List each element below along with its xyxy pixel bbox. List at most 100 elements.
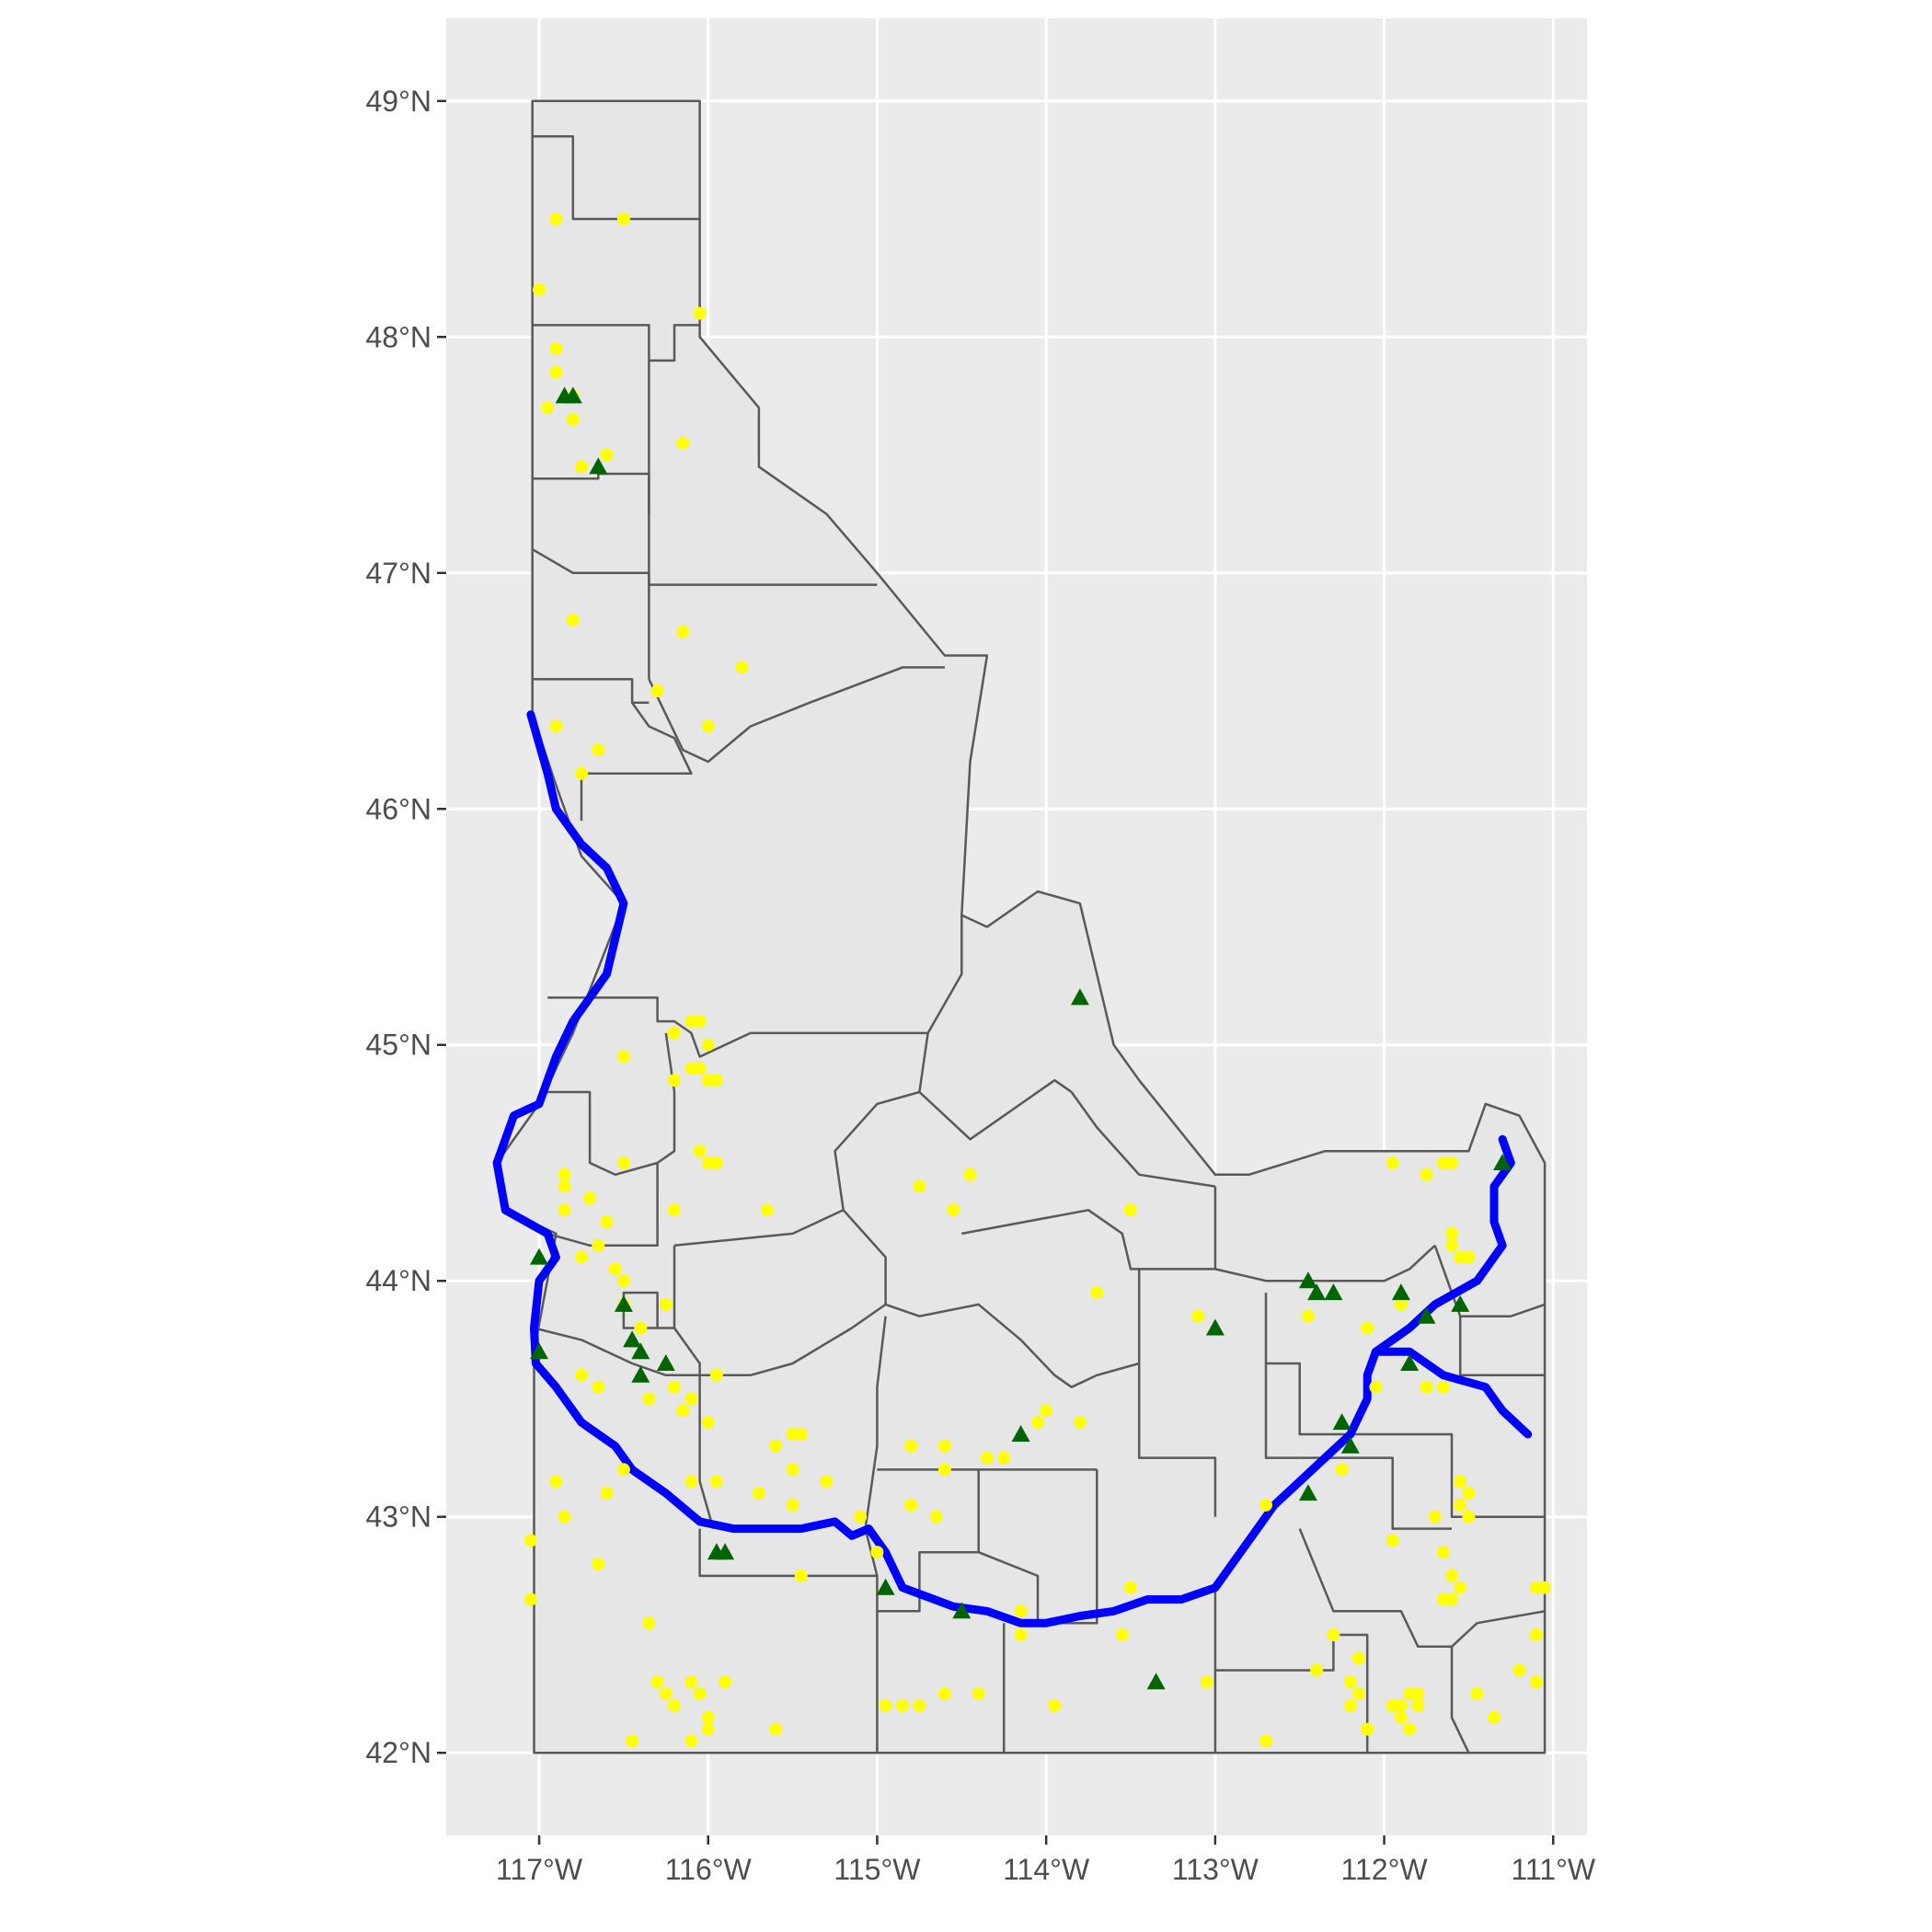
site-point <box>523 1593 537 1606</box>
site-point <box>1048 1698 1062 1712</box>
x-tick-label: 115°W <box>834 1853 921 1886</box>
site-triangle <box>1307 1283 1327 1301</box>
county-border <box>532 134 700 221</box>
site-point <box>1411 1687 1425 1701</box>
site-triangle <box>1391 1283 1410 1301</box>
site-point <box>668 1026 681 1040</box>
county-border <box>580 702 693 822</box>
site-point <box>616 1156 630 1169</box>
river-snake <box>492 710 1515 1627</box>
county-border <box>1458 1316 1546 1377</box>
y-tick-label: 47°N <box>366 557 432 590</box>
site-point <box>684 1675 698 1689</box>
site-point <box>904 1498 918 1512</box>
site-point <box>1445 1156 1458 1169</box>
site-point <box>1124 1203 1137 1217</box>
site-point <box>523 1534 537 1547</box>
site-point <box>769 1439 783 1453</box>
site-point <box>701 1722 715 1736</box>
site-point <box>1529 1581 1543 1594</box>
site-point <box>937 1687 951 1701</box>
site-point <box>600 1215 614 1229</box>
site-point <box>616 1463 630 1477</box>
site-point <box>1454 1475 1467 1489</box>
site-point <box>709 1074 723 1087</box>
site-point <box>668 1074 681 1087</box>
site-point <box>1445 1226 1458 1240</box>
site-point <box>616 1050 630 1064</box>
site-triangle <box>530 1248 548 1265</box>
site-point <box>701 719 715 733</box>
county-border <box>656 1032 676 1165</box>
site-point <box>566 614 580 627</box>
site-point <box>947 1203 960 1217</box>
site-triangle <box>1298 1484 1317 1501</box>
county-border <box>1298 1528 1470 1754</box>
site-point <box>761 1203 774 1217</box>
site-point <box>896 1698 909 1712</box>
site-point <box>1200 1675 1213 1689</box>
site-point <box>870 1546 884 1559</box>
site-triangle <box>716 1543 735 1560</box>
county-border <box>864 1316 887 1754</box>
site-triangle <box>614 1294 633 1312</box>
site-point <box>592 1238 605 1252</box>
y-tick-label: 45°N <box>366 1029 432 1062</box>
site-point <box>1386 1156 1399 1169</box>
county-border <box>532 548 878 586</box>
site-point <box>549 213 563 225</box>
site-point <box>575 1368 588 1382</box>
site-point <box>1343 1698 1357 1712</box>
site-point <box>1462 1487 1476 1501</box>
site-triangle <box>1493 1154 1512 1170</box>
site-point <box>701 1038 715 1052</box>
site-point <box>794 1428 808 1441</box>
y-tick-label: 44°N <box>366 1264 432 1297</box>
site-triangle <box>589 457 608 475</box>
site-point <box>592 1558 605 1570</box>
county-border <box>673 1327 715 1529</box>
site-point <box>1191 1309 1205 1323</box>
site-point <box>701 1710 715 1724</box>
site-point <box>1436 1546 1450 1559</box>
site-point <box>854 1510 868 1524</box>
site-point <box>575 1250 588 1264</box>
site-point <box>676 436 690 450</box>
x-axis: 117°W 116°W 115°W 114°W 113°W 112°W 111°W <box>496 1835 1596 1886</box>
county-border <box>534 1327 700 1377</box>
site-point <box>1428 1510 1442 1524</box>
y-tick-label: 42°N <box>366 1736 432 1769</box>
site-triangle <box>1011 1425 1030 1442</box>
site-point <box>1436 1593 1450 1606</box>
site-point <box>752 1487 765 1501</box>
site-triangle <box>631 1342 650 1360</box>
site-point <box>668 1380 681 1394</box>
site-point <box>1462 1250 1476 1264</box>
site-triangle <box>1324 1283 1343 1301</box>
site-point <box>879 1698 892 1712</box>
site-point <box>1014 1628 1028 1641</box>
x-tick-label: 112°W <box>1341 1853 1429 1886</box>
county-border <box>1214 1244 1436 1282</box>
site-point <box>904 1439 918 1453</box>
x-tick-label: 116°W <box>665 1853 753 1886</box>
site-triangle <box>1070 988 1089 1006</box>
site-point <box>650 1675 664 1689</box>
site-point <box>1420 1167 1433 1181</box>
site-point <box>1115 1628 1129 1641</box>
site-point <box>1335 1463 1349 1477</box>
site-point <box>1529 1628 1543 1641</box>
site-point <box>558 1167 571 1181</box>
site-triangle <box>1205 1318 1225 1336</box>
site-point <box>1369 1380 1383 1394</box>
site-point <box>1454 1498 1467 1512</box>
site-point <box>575 766 588 780</box>
site-triangle <box>530 1342 548 1360</box>
site-point <box>1259 1498 1272 1512</box>
river-lines <box>492 710 1533 1627</box>
site-point <box>1040 1404 1053 1418</box>
site-point <box>820 1475 834 1489</box>
site-point <box>972 1687 985 1701</box>
site-point <box>719 1675 732 1689</box>
site-point <box>634 1321 648 1335</box>
